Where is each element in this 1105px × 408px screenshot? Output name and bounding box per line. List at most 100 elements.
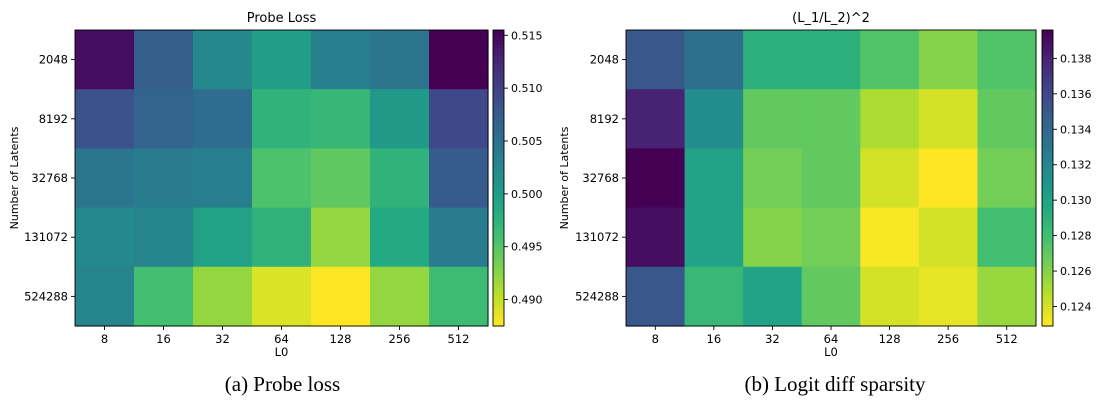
chart2-colorbar-segment-35 <box>1042 159 1053 164</box>
chart2-cell-r4-c4 <box>860 266 920 327</box>
chart2-colorbar-segment-63 <box>1042 263 1053 268</box>
chart2-colorbar-segment-7 <box>1042 55 1053 61</box>
chart1-colorbar-segment-56 <box>493 237 504 242</box>
chart2-colorbar-segment-3 <box>1042 41 1053 46</box>
chart1-cell-r3-c2 <box>193 207 253 268</box>
chart2-x-tick-label-6: 512 <box>996 332 1018 346</box>
chart1-colorbar-segment-51 <box>493 218 504 223</box>
chart1-colorbar-segment-25 <box>493 122 504 127</box>
chart1-colorbar-segment-19 <box>493 100 504 105</box>
chart1-cell-r2-c6 <box>429 148 489 209</box>
chart2-colorbar-segment-34 <box>1042 155 1053 161</box>
chart2-colorbar-segment-75 <box>1042 307 1053 312</box>
chart1-colorbar-segment-54 <box>493 229 504 235</box>
chart2-colorbar-segment-58 <box>1042 244 1053 249</box>
chart2-cell-r1-c4 <box>860 89 920 149</box>
chart1-colorbar-segment-28 <box>493 133 504 138</box>
chart2-colorbar-segment-42 <box>1042 185 1053 190</box>
chart1-cell-r3-c0 <box>75 207 135 268</box>
chart2-colorbar-segment-38 <box>1042 170 1053 175</box>
chart2-colorbar-segment-64 <box>1042 266 1053 272</box>
chart1-cell-r0-c0 <box>75 30 135 90</box>
chart2-cell-r1-c0 <box>626 89 686 149</box>
chart2-colorbar-tick-label-4: 0.130 <box>1060 194 1092 207</box>
chart1-colorbar-segment-23 <box>493 115 504 120</box>
chart2-colorbar-segment-25 <box>1042 122 1053 127</box>
chart1-cell-r0-c2 <box>193 30 253 90</box>
chart1-colorbar-segment-70 <box>493 289 504 294</box>
chart2-colorbar-segment-19 <box>1042 100 1053 105</box>
chart1-colorbar-tick-label-3: 0.500 <box>511 188 543 201</box>
chart1-colorbar-segment-61 <box>493 255 504 260</box>
chart1-colorbar-segment-33 <box>493 152 504 157</box>
chart1-colorbar-segment-15 <box>493 85 504 90</box>
chart2-colorbar-segment-14 <box>1042 81 1053 87</box>
chart1-cell-r2-c4 <box>311 148 371 209</box>
chart1-cell-r1-c0 <box>75 89 135 149</box>
chart2-colorbar-segment-0 <box>1042 30 1053 35</box>
chart2-colorbar-segment-48 <box>1042 207 1053 212</box>
chart1-cell-r4-c1 <box>134 266 194 327</box>
chart2-cell-r4-c1 <box>684 266 744 327</box>
chart1-colorbar-segment-29 <box>493 137 504 142</box>
chart2-colorbar-segment-44 <box>1042 192 1053 198</box>
chart2-y-tick-label-3: 131072 <box>575 230 619 244</box>
chart1-y-tick-label-0: 2048 <box>39 53 68 67</box>
chart2-cell-r1-c6 <box>977 89 1037 149</box>
chart1-colorbar-segment-32 <box>493 148 504 153</box>
chart1-cell-r1-c1 <box>134 89 194 149</box>
chart1-colorbar-segment-69 <box>493 285 504 290</box>
chart1-y-tick-label-2: 32768 <box>31 171 68 185</box>
chart1-colorbar-segment-46 <box>493 200 504 205</box>
chart1-x-tick-label-3: 64 <box>274 332 289 346</box>
chart1-cell-r4-c0 <box>75 266 135 327</box>
chart2-colorbar-segment-11 <box>1042 70 1053 75</box>
chart2-colorbar-segment-24 <box>1042 118 1053 124</box>
chart1-cell-r0-c1 <box>134 30 194 90</box>
chart2-cell-r0-c1 <box>684 30 744 90</box>
chart2-colorbar-segment-46 <box>1042 200 1053 205</box>
chart1-colorbar-segment-63 <box>493 263 504 268</box>
chart2-colorbar-segment-62 <box>1042 259 1053 264</box>
chart2-colorbar-segment-29 <box>1042 137 1053 142</box>
caption-logit-diff-sparsity: (b) Logit diff sparsity <box>744 372 926 396</box>
chart2-cell-r1-c2 <box>743 89 803 149</box>
chart1-colorbar-segment-58 <box>493 244 504 249</box>
chart2-colorbar-segment-20 <box>1042 104 1053 109</box>
chart1-colorbar-segment-31 <box>493 144 504 149</box>
chart1-colorbar-segment-12 <box>493 74 504 79</box>
chart2-colorbar-segment-70 <box>1042 289 1053 294</box>
chart1-colorbar-segment-66 <box>493 274 504 279</box>
chart1-colorbar-segment-68 <box>493 281 504 286</box>
chart2-x-tick-label-0: 8 <box>652 332 659 346</box>
chart1-colorbar-segment-57 <box>493 240 504 246</box>
chart2-cell-r0-c4 <box>860 30 920 90</box>
chart2-x-tick-label-4: 128 <box>879 332 901 346</box>
chart1-x-tick-label-6: 512 <box>448 332 470 346</box>
chart1-colorbar-segment-17 <box>493 92 504 98</box>
chart2-colorbar-segment-73 <box>1042 300 1053 305</box>
chart2-colorbar-segment-27 <box>1042 129 1053 135</box>
chart2-cell-r2-c5 <box>918 148 979 209</box>
chart2-y-tick-label-2: 32768 <box>582 171 619 185</box>
chart1-colorbar-segment-10 <box>493 67 504 72</box>
chart1-colorbar-segment-72 <box>493 296 504 301</box>
chart2-colorbar-segment-47 <box>1042 203 1053 209</box>
chart1-colorbar-segment-18 <box>493 96 504 101</box>
chart2-colorbar-segment-76 <box>1042 311 1053 316</box>
chart1-colorbar-segment-42 <box>493 185 504 190</box>
chart2-colorbar-segment-74 <box>1042 303 1053 309</box>
chart1-colorbar-segment-35 <box>493 159 504 164</box>
chart2-colorbar-segment-79 <box>1042 322 1053 327</box>
chart1-x-tick-label-5: 256 <box>389 332 411 346</box>
chart1-y-tick-label-4: 524288 <box>24 289 68 303</box>
chart1-colorbar-segment-2 <box>493 37 504 42</box>
chart1-colorbar-segment-30 <box>493 141 504 146</box>
chart1-colorbar-segment-3 <box>493 41 504 46</box>
chart2-colorbar-segment-61 <box>1042 255 1053 260</box>
chart1-colorbar-segment-77 <box>493 314 504 320</box>
chart1-colorbar-segment-20 <box>493 104 504 109</box>
chart1-cell-r3-c1 <box>134 207 194 268</box>
chart2-x-axis-label: L0 <box>824 345 838 359</box>
chart2-colorbar-segment-10 <box>1042 67 1053 72</box>
